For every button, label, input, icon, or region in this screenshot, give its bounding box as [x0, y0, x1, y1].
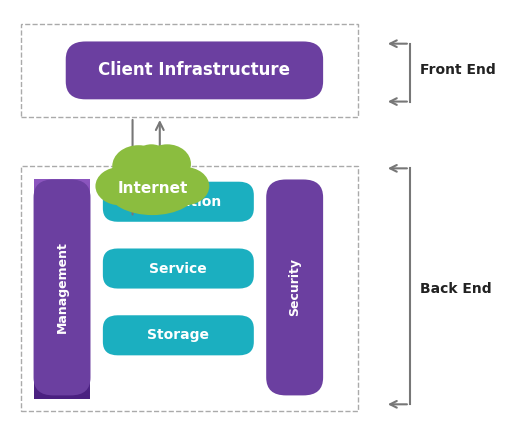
FancyBboxPatch shape [266, 180, 323, 396]
Bar [34, 369, 91, 373]
Bar [34, 303, 91, 307]
Ellipse shape [95, 167, 145, 205]
Bar [34, 318, 91, 322]
Text: Management: Management [55, 241, 69, 333]
Bar [34, 248, 91, 253]
Bar [34, 186, 91, 190]
Ellipse shape [112, 145, 165, 187]
Ellipse shape [143, 144, 191, 184]
FancyBboxPatch shape [66, 42, 323, 99]
Bar [34, 373, 91, 377]
Bar [34, 245, 91, 249]
Bar [34, 281, 91, 285]
Bar [34, 354, 91, 359]
Bar [34, 296, 91, 300]
Text: Internet: Internet [117, 181, 187, 196]
Bar [34, 292, 91, 297]
Text: Front End: Front End [420, 64, 496, 78]
Bar [34, 332, 91, 337]
Bar [34, 270, 91, 275]
FancyBboxPatch shape [103, 315, 254, 355]
Bar [34, 226, 91, 231]
Text: Back End: Back End [420, 281, 492, 296]
Bar [34, 376, 91, 381]
Bar [34, 340, 91, 344]
Bar [34, 211, 91, 216]
Ellipse shape [134, 144, 168, 173]
Bar [34, 383, 91, 388]
Bar [34, 358, 91, 362]
Bar [34, 237, 91, 241]
FancyBboxPatch shape [103, 249, 254, 289]
Bar [34, 289, 91, 293]
Bar [34, 391, 91, 395]
Bar [34, 387, 91, 392]
Bar [34, 255, 91, 260]
Bar [34, 179, 91, 183]
Bar [34, 204, 91, 209]
Bar [34, 299, 91, 304]
Bar [34, 215, 91, 220]
Bar [34, 193, 91, 198]
Bar [34, 263, 91, 267]
Bar [34, 336, 91, 340]
Text: Storage: Storage [147, 328, 209, 342]
Bar [34, 325, 91, 329]
Bar [34, 219, 91, 224]
Bar [34, 277, 91, 282]
Bar [34, 395, 91, 399]
Bar [34, 380, 91, 384]
Bar [34, 274, 91, 278]
Text: Client Infrastructure: Client Infrastructure [98, 61, 290, 79]
Bar [34, 208, 91, 212]
Bar [34, 365, 91, 370]
Bar [34, 259, 91, 263]
Bar [34, 223, 91, 227]
Bar [34, 314, 91, 319]
Bar [34, 267, 91, 271]
Bar [34, 329, 91, 333]
Bar [34, 285, 91, 289]
Bar [34, 351, 91, 355]
Text: Service: Service [150, 262, 207, 276]
Bar [34, 233, 91, 238]
Bar [34, 252, 91, 256]
Bar [34, 362, 91, 366]
FancyBboxPatch shape [103, 182, 254, 222]
Bar [34, 182, 91, 187]
Bar [34, 190, 91, 194]
Bar [34, 343, 91, 348]
Bar [34, 307, 91, 311]
Bar [34, 201, 91, 205]
Text: Application: Application [134, 195, 223, 209]
FancyBboxPatch shape [34, 180, 91, 396]
Bar [34, 347, 91, 351]
Bar [34, 197, 91, 202]
Ellipse shape [160, 167, 209, 205]
Bar [34, 241, 91, 246]
Ellipse shape [108, 166, 197, 215]
Bar [34, 310, 91, 315]
Bar [34, 321, 91, 326]
Text: Security: Security [288, 258, 301, 316]
Bar [34, 230, 91, 234]
